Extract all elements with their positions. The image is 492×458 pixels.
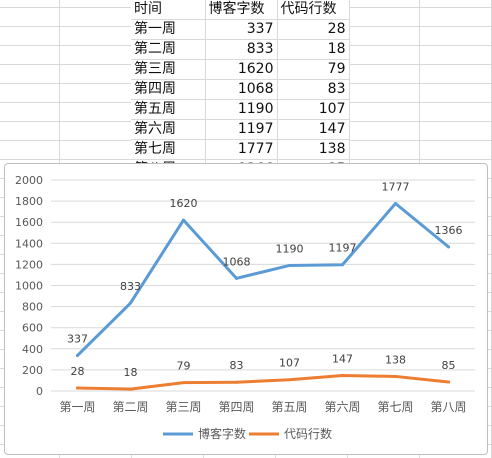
table-row: 第四周 1068 83 — [131, 79, 350, 100]
x-tick-label: 第八周 — [430, 400, 466, 414]
cell-week[interactable]: 第四周 — [131, 79, 206, 100]
y-tick-label: 1600 — [15, 216, 43, 229]
cell-week[interactable]: 第三周 — [131, 59, 206, 80]
y-tick-label: 400 — [22, 343, 43, 356]
cell-week[interactable]: 第五周 — [131, 99, 206, 120]
table-row: 第五周 1190 107 — [131, 99, 350, 120]
data-label: 1068 — [223, 255, 251, 268]
data-point — [288, 263, 291, 267]
cell-code-lines[interactable]: 18 — [277, 39, 350, 60]
data-label: 79 — [177, 360, 191, 373]
cell-week[interactable]: 第七周 — [131, 139, 206, 160]
table-row: 第二周 833 18 — [131, 39, 350, 60]
data-label: 85 — [442, 359, 456, 372]
data-label: 1620 — [170, 197, 198, 210]
y-tick-label: 2000 — [15, 174, 43, 187]
y-tick-label: 800 — [22, 301, 43, 314]
series-line-code-lines — [76, 373, 450, 391]
cell-blog-words[interactable]: 1777 — [205, 139, 278, 160]
data-point — [341, 263, 344, 267]
data-label: 337 — [67, 332, 88, 345]
cell-code-lines[interactable]: 28 — [277, 19, 350, 40]
data-point — [288, 378, 291, 382]
data-label: 83 — [230, 359, 244, 372]
x-tick-label: 第三周 — [165, 400, 201, 414]
data-label: 1366 — [435, 224, 463, 237]
y-tick-label: 600 — [22, 322, 43, 335]
data-point — [394, 202, 397, 206]
data-point — [447, 245, 450, 249]
data-point — [76, 386, 79, 390]
data-point — [129, 301, 132, 305]
y-tick-label: 1400 — [15, 237, 43, 250]
x-tick-label: 第二周 — [112, 400, 148, 414]
cell-week[interactable]: 第六周 — [131, 119, 206, 140]
data-label: 18 — [124, 366, 138, 379]
cell-week[interactable]: 第二周 — [131, 39, 206, 60]
cell-code-lines[interactable]: 79 — [277, 59, 350, 80]
legend-label: 博客字数 — [198, 426, 246, 441]
x-tick-label: 第七周 — [377, 400, 413, 414]
data-point — [129, 387, 132, 391]
header-cell-time[interactable]: 时间 — [131, 0, 206, 20]
data-label: 28 — [71, 365, 85, 378]
data-point — [394, 374, 397, 378]
line-chart[interactable]: 0 200 400 600 800 1000 1200 1400 1600 1800 2000 第一周… — [4, 163, 488, 455]
data-label: 147 — [332, 352, 353, 365]
table-row: 第七周 1777 138 — [131, 139, 350, 160]
x-tick-label: 第六周 — [324, 400, 360, 414]
table-header-row: 时间 博客字数 代码行数 — [131, 0, 350, 20]
cell-blog-words[interactable]: 337 — [205, 19, 278, 40]
table-row: 第一周 337 28 — [131, 19, 350, 40]
table-row: 第六周 1197 147 — [131, 119, 350, 140]
y-tick-label: 1800 — [15, 195, 43, 208]
data-point — [235, 380, 238, 384]
data-label: 107 — [279, 357, 300, 370]
data-label: 138 — [385, 353, 406, 366]
cell-code-lines[interactable]: 147 — [277, 119, 350, 140]
cell-blog-words[interactable]: 1620 — [205, 59, 278, 80]
cell-code-lines[interactable]: 138 — [277, 139, 350, 160]
header-cell-code-lines[interactable]: 代码行数 — [277, 0, 350, 20]
data-point — [182, 218, 185, 222]
y-tick-label: 1000 — [15, 280, 43, 293]
x-tick-label: 第一周 — [59, 400, 95, 414]
x-tick-label: 第四周 — [218, 400, 254, 414]
data-label: 1190 — [276, 242, 304, 255]
data-label: 1197 — [329, 242, 357, 255]
data-point — [76, 353, 79, 357]
y-tick-label: 1200 — [15, 258, 43, 271]
chart-svg: 0 200 400 600 800 1000 1200 1400 1600 1800 2000 第一周… — [15, 174, 475, 441]
x-tick-label: 第五周 — [271, 400, 307, 414]
y-tick-label: 0 — [36, 385, 43, 398]
series-line-blog-words — [76, 202, 450, 357]
data-label: 833 — [120, 280, 141, 293]
cell-blog-words[interactable]: 1197 — [205, 119, 278, 140]
table-row: 第三周 1620 79 — [131, 59, 350, 80]
data-point — [235, 276, 238, 280]
cell-code-lines[interactable]: 83 — [277, 79, 350, 100]
data-point — [447, 380, 450, 384]
data-table: 时间 博客字数 代码行数 第一周 337 28 第二周 833 18 第三周 1620 79 第四… — [131, 0, 350, 180]
data-point — [182, 381, 185, 385]
cell-week[interactable]: 第一周 — [131, 19, 206, 40]
data-point — [341, 373, 344, 377]
header-cell-blog-words[interactable]: 博客字数 — [205, 0, 278, 20]
y-tick-label: 200 — [22, 364, 43, 377]
cell-code-lines[interactable]: 107 — [277, 99, 350, 120]
cell-blog-words[interactable]: 1190 — [205, 99, 278, 120]
cell-blog-words[interactable]: 1068 — [205, 79, 278, 100]
data-label: 1777 — [382, 181, 410, 194]
cell-blog-words[interactable]: 833 — [205, 39, 278, 60]
legend-label: 代码行数 — [284, 426, 332, 441]
